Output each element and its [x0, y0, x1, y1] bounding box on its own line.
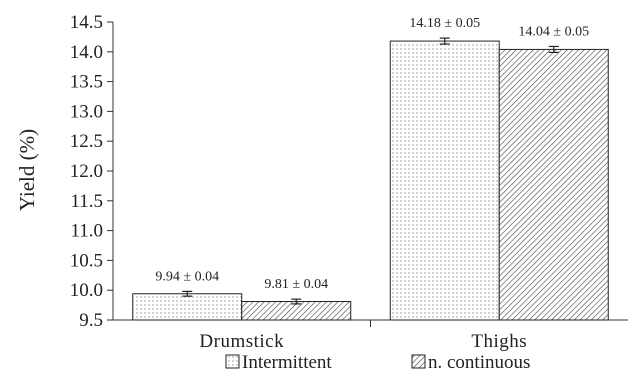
y-axis: 9.5 10.0 10.5 11.0 11.5 12.0 12.5 13.0 13.5 14.0 1… — [70, 12, 114, 331]
data-label: 14.04 ± 0.05 — [518, 24, 589, 39]
y-tick-label: 11.0 — [70, 221, 103, 242]
y-tick-label: 14.0 — [70, 42, 103, 63]
y-tick-label: 12.0 — [70, 161, 103, 182]
y-tick-label: 10.5 — [70, 250, 103, 271]
bar-dots-drumstick — [132, 293, 243, 321]
data-labels: 9.94 ± 0.04 9.81 ± 0.04 14.18 ± 0.05 14.04 … — [155, 16, 589, 292]
y-tick-label: 13.0 — [70, 101, 103, 122]
y-tick-label: 12.5 — [70, 131, 103, 152]
x-tick-label: Drumstick — [199, 331, 284, 352]
x-axis: Drumstick Thighs — [113, 319, 628, 352]
y-tick-label: 10.0 — [70, 280, 103, 301]
legend-swatch-hatch — [411, 354, 426, 369]
legend-swatch-dots — [225, 354, 240, 369]
y-tick-label: 14.5 — [70, 12, 103, 33]
data-label: 14.18 ± 0.05 — [409, 16, 480, 31]
bar-dots-thighs — [389, 40, 500, 321]
bar-hatch-thighs — [498, 48, 609, 321]
y-tick-label: 9.5 — [79, 310, 103, 331]
data-label: 9.94 ± 0.04 — [155, 269, 219, 284]
y-tick-label: 11.5 — [70, 191, 103, 212]
legend-label: Intermittent — [242, 352, 332, 373]
bars — [132, 37, 609, 321]
x-tick-label: Thighs — [471, 331, 527, 352]
y-tick-label: 13.5 — [70, 72, 103, 93]
legend: Intermittent n. continuous — [225, 352, 530, 373]
y-axis-title: Yield (%) — [15, 129, 39, 211]
legend-label: n. continuous — [428, 352, 530, 373]
data-label: 9.81 ± 0.04 — [264, 277, 328, 292]
